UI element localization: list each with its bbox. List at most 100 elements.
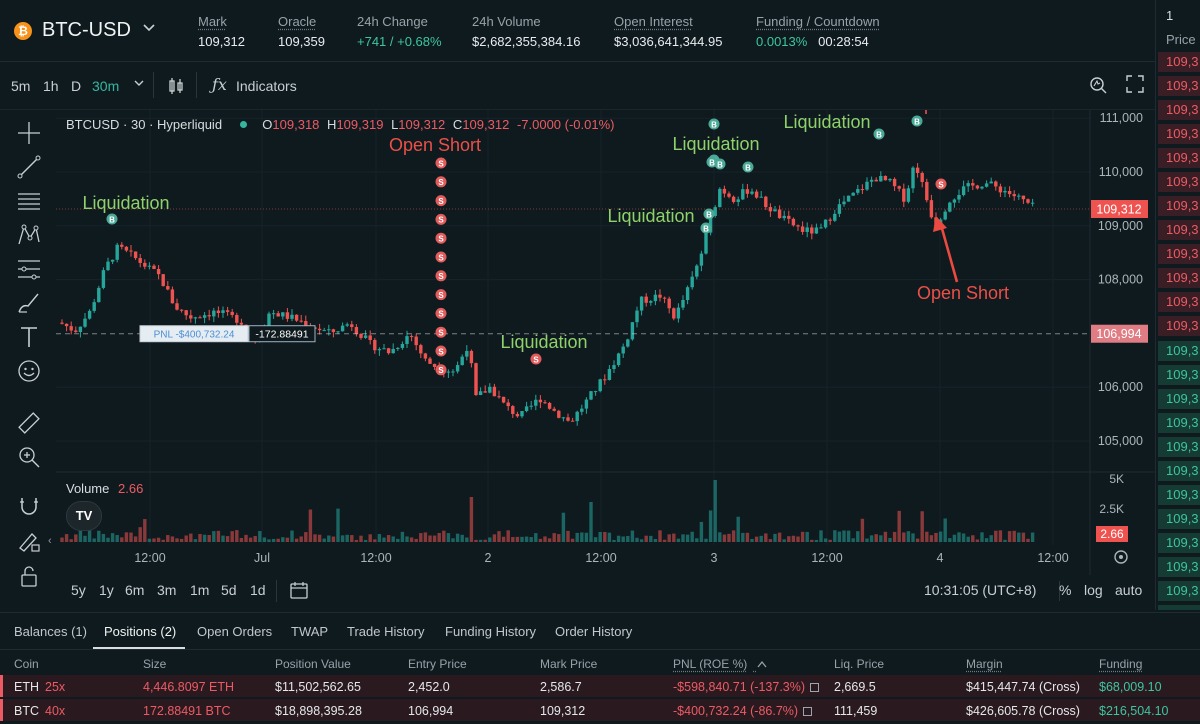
tab-twap[interactable]: TWAP: [291, 624, 329, 639]
fullscreen-icon[interactable]: [1126, 75, 1144, 96]
tab-positions[interactable]: Positions (2): [104, 624, 177, 639]
chevron-down-icon[interactable]: [133, 76, 145, 92]
orderbook-ask-row[interactable]: 109,3: [1158, 52, 1200, 72]
sell-marker: [530, 353, 542, 365]
range-5y[interactable]: 5y: [71, 582, 86, 598]
orderbook-bid-row[interactable]: 109,3: [1158, 389, 1200, 409]
orderbook-bid-row[interactable]: 109,3: [1158, 509, 1200, 529]
orderbook-bid-row[interactable]: 109,3: [1158, 365, 1200, 385]
range-1d[interactable]: 1d: [250, 582, 266, 598]
share-icon[interactable]: [803, 707, 813, 716]
range-1y[interactable]: 1y: [99, 582, 114, 598]
brush-icon[interactable]: [16, 290, 42, 316]
orderbook-bid-row[interactable]: 109,3: [1158, 533, 1200, 553]
orderbook-ask-row[interactable]: 109,3: [1158, 172, 1200, 192]
position-coin[interactable]: BTC 40x: [14, 704, 65, 718]
orderbook-ask-row[interactable]: 109,3: [1158, 244, 1200, 264]
chart-clock[interactable]: 10:31:05 (UTC+8): [924, 582, 1037, 598]
orderbook-bid-row[interactable]: 109,3: [1158, 461, 1200, 481]
lock-icon[interactable]: [16, 564, 42, 590]
tab-open-orders[interactable]: Open Orders: [197, 624, 273, 639]
orderbook-bid-row[interactable]: 109,3: [1158, 341, 1200, 361]
tradingview-logo-icon[interactable]: TV: [66, 501, 102, 531]
table-row[interactable]: [0, 699, 1200, 721]
col-entry-price[interactable]: Entry Price: [408, 657, 467, 671]
interval-30m[interactable]: 30m: [92, 78, 120, 94]
range-6m[interactable]: 6m: [125, 582, 145, 598]
col-funding[interactable]: Funding: [1099, 657, 1143, 671]
orderbook-ask-row[interactable]: 109,3: [1158, 100, 1200, 120]
horizontal-lines-icon[interactable]: [16, 188, 42, 214]
volume-bar: [442, 530, 446, 542]
orderbook-bid-row[interactable]: 109,3: [1158, 413, 1200, 433]
interval-1h[interactable]: 1h: [43, 78, 59, 94]
emoji-icon[interactable]: [16, 358, 42, 384]
annotation-label: Open Short: [917, 283, 1009, 303]
orderbook-bid-row[interactable]: 109,3: [1158, 485, 1200, 505]
pair-selector[interactable]: BTC-USD: [42, 19, 131, 41]
col-coin[interactable]: Coin: [14, 657, 39, 671]
orderbook-bid-row[interactable]: 109,3: [1158, 437, 1200, 457]
interval-5m[interactable]: 5m: [11, 78, 31, 94]
table-row[interactable]: [0, 675, 1200, 697]
orderbook-bid-row[interactable]: 109,3: [1158, 605, 1200, 610]
date-range-icon[interactable]: [289, 580, 309, 603]
zoom-in-icon[interactable]: [16, 444, 42, 470]
volume-bar: [764, 533, 768, 542]
col-size[interactable]: Size: [143, 657, 167, 671]
interval-d[interactable]: D: [71, 78, 82, 94]
pattern-icon[interactable]: [16, 222, 42, 248]
col-liq-price[interactable]: Liq. Price: [834, 657, 885, 671]
orderbook-ask-row[interactable]: 109,3: [1158, 76, 1200, 96]
y-tick-label: 106,000: [1098, 380, 1143, 394]
collapse-arrow-icon[interactable]: ‹: [48, 535, 52, 547]
orderbook-bid-row[interactable]: 109,3: [1158, 581, 1200, 601]
draw-lock-icon[interactable]: [16, 528, 42, 554]
tab-order-history[interactable]: Order History: [555, 624, 633, 639]
orderbook-price-header: Price: [1166, 32, 1196, 47]
candle-type-icon[interactable]: [167, 76, 185, 99]
ruler-icon[interactable]: [16, 410, 42, 436]
volume-bar: [584, 532, 589, 542]
fib-icon[interactable]: [16, 256, 42, 282]
marker-letter: S: [938, 180, 944, 189]
orderbook-ask-row[interactable]: 109,3: [1158, 316, 1200, 336]
orderbook-ask-row[interactable]: 109,3: [1158, 220, 1200, 240]
text-tool-icon[interactable]: [16, 324, 42, 350]
auto-toggle[interactable]: auto: [1115, 582, 1143, 598]
log-toggle[interactable]: log: [1084, 582, 1103, 598]
orderbook-ask-row[interactable]: 109,3: [1158, 124, 1200, 144]
col-pnl[interactable]: PNL (ROE %): [673, 657, 767, 671]
orderbook-ask-row[interactable]: 109,3: [1158, 268, 1200, 288]
orderbook-ask-row[interactable]: 109,3: [1158, 148, 1200, 168]
range-1m[interactable]: 1m: [190, 582, 210, 598]
tab-trade-history[interactable]: Trade History: [347, 624, 425, 639]
col-mark-price[interactable]: Mark Price: [540, 657, 598, 671]
function-icon[interactable]: ƒx: [212, 75, 227, 94]
percent-toggle[interactable]: %: [1059, 582, 1072, 598]
y-tick-label: 108,000: [1098, 273, 1143, 287]
chevron-down-icon[interactable]: [142, 20, 156, 37]
trend-line-icon[interactable]: [16, 154, 42, 180]
orderbook-ask-row[interactable]: 109,3: [1158, 196, 1200, 216]
magnet-icon[interactable]: [16, 494, 42, 520]
price-chart[interactable]: 109,312 106,994 PNL -$400,732.24 -172.88491…: [0, 110, 1155, 575]
share-icon[interactable]: [810, 683, 820, 692]
volume-bar: [483, 539, 487, 542]
y-tick-label: 105,000: [1098, 434, 1143, 448]
col-position-value[interactable]: Position Value: [275, 657, 351, 671]
candle-body: [869, 179, 874, 182]
tab-balances[interactable]: Balances (1): [14, 624, 87, 639]
tab-funding-history[interactable]: Funding History: [445, 624, 537, 639]
range-3m[interactable]: 3m: [157, 582, 177, 598]
col-margin[interactable]: Margin: [966, 657, 1003, 671]
position-coin[interactable]: ETH 25x: [14, 680, 65, 694]
volume-bar: [396, 538, 400, 542]
indicators-button[interactable]: Indicators: [236, 78, 297, 94]
range-5d[interactable]: 5d: [221, 582, 237, 598]
orderbook-ask-row[interactable]: 109,3: [1158, 292, 1200, 312]
orderbook-size[interactable]: 1: [1166, 8, 1174, 23]
orderbook-bid-row[interactable]: 109,3: [1158, 557, 1200, 577]
zoom-select-icon[interactable]: [1088, 75, 1108, 98]
crosshair-icon[interactable]: [16, 120, 42, 146]
